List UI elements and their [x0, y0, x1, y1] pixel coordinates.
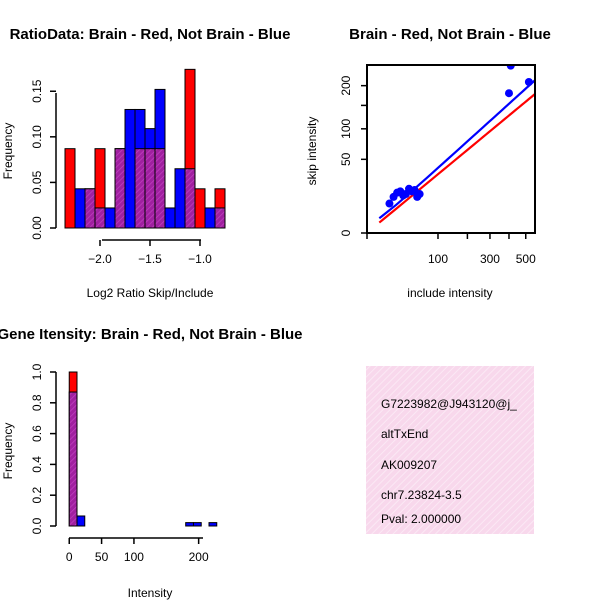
event-type-text: altTxEnd — [381, 427, 428, 441]
intensity-x-tick-label: 100 — [124, 550, 144, 564]
ratio-not-brain-bar — [204, 207, 216, 229]
scatter-x-tick-label: 300 — [480, 252, 500, 266]
gene-intensity-ylabel: Frequency — [1, 423, 15, 480]
brain-fit-line — [378, 93, 535, 224]
ratio-histogram-panel: RatioData: Brain - Red, Not Brain - Blue… — [1, 26, 290, 300]
scatter-xlabel: include intensity — [407, 286, 492, 300]
gene-intensity-title: Gene Itensity: Brain - Red, Not Brain - … — [0, 326, 303, 343]
ratio-not-brain-bar — [174, 168, 186, 229]
ratio-not-brain-bar — [124, 108, 136, 229]
ratio-overlap-bar — [184, 168, 196, 229]
intensity-not-brain-bar — [208, 522, 218, 527]
intensity-scatter-panel: Brain - Red, Not Brain - Blue 100 300 500 0… — [305, 26, 551, 300]
ratio-histogram-title: RatioData: Brain - Red, Not Brain - Blue — [10, 26, 291, 43]
not-brain-point — [506, 65, 515, 70]
gene-intensity-histogram-panel: Gene Itensity: Brain - Red, Not Brain - … — [0, 326, 303, 600]
ratio-x-tick-label: −1.5 — [138, 252, 162, 266]
intensity-x-tick-label: 200 — [189, 550, 209, 564]
intensity-y-tick-label: 0.4 — [30, 456, 44, 473]
ratio-y-tick-label: 0.00 — [30, 216, 44, 240]
event-id-text: G7223982@J943120@j_ — [381, 397, 517, 411]
scatter-y-tick-label: 0 — [339, 229, 353, 236]
scatter-y-tick-label: 200 — [339, 75, 353, 95]
ratio-overlap-bar — [84, 188, 96, 229]
ratio-histogram-ylabel: Frequency — [1, 123, 15, 180]
location-text: chr7.23824-3.5 — [381, 488, 462, 502]
not-brain-point — [504, 89, 513, 98]
intensity-y-tick-label: 1.0 — [30, 363, 44, 380]
intensity-not-brain-bar — [185, 522, 194, 527]
scatter-x-tick-label: 100 — [428, 252, 448, 266]
ratio-x-tick-label: −1.0 — [188, 252, 212, 266]
info-box-background — [366, 366, 534, 534]
ratio-overlap-bar — [94, 207, 106, 229]
ratio-not-brain-bar — [104, 207, 116, 229]
ratio-y-tick-label: 0.05 — [30, 170, 44, 194]
intensity-y-tick-label: 0.2 — [30, 487, 44, 504]
event-info-panel: G7223982@J943120@j_ altTxEnd AK009207 ch… — [366, 366, 534, 534]
scatter-ylabel: skip intensity — [305, 117, 319, 186]
ratio-not-brain-bar — [164, 207, 176, 229]
ratio-histogram-xlabel: Log2 Ratio Skip/Include — [87, 286, 214, 300]
intensity-y-tick-label: 0.0 — [30, 517, 44, 534]
intensity-y-tick-label: 0.6 — [30, 425, 44, 442]
pval-text: Pval: 2.000000 — [381, 512, 461, 526]
not-brain-fit-line — [378, 79, 535, 220]
ratio-y-tick-label: 0.15 — [30, 79, 44, 103]
accession-text: AK009207 — [381, 458, 437, 472]
intensity-x-tick-label: 0 — [66, 550, 73, 564]
intensity-y-tick-label: 0.8 — [30, 394, 44, 411]
not-brain-point — [385, 199, 394, 208]
ratio-x-tick-label: −2.0 — [88, 252, 112, 266]
ratio-brain-bar — [194, 188, 206, 229]
gene-intensity-xlabel: Intensity — [128, 586, 173, 600]
ratio-overlap-bar — [134, 148, 146, 229]
ratio-brain-bar — [64, 148, 76, 229]
scatter-y-tick-label: 50 — [339, 152, 353, 166]
ratio-not-brain-bar — [74, 188, 86, 229]
ratio-overlap-bar — [144, 148, 156, 229]
not-brain-point — [524, 78, 533, 87]
ratio-overlap-bar — [114, 148, 126, 229]
ratio-y-tick-label: 0.10 — [30, 125, 44, 149]
intensity-not-brain-bar — [192, 522, 202, 527]
ratio-overlap-bar — [214, 207, 226, 229]
scatter-title: Brain - Red, Not Brain - Blue — [349, 26, 551, 43]
scatter-x-tick-label: 500 — [516, 252, 536, 266]
intensity-x-tick-label: 50 — [95, 550, 109, 564]
scatter-y-tick-label: 100 — [339, 118, 353, 138]
not-brain-point — [415, 190, 424, 199]
ratio-overlap-bar — [154, 148, 166, 229]
scatter-plot-frame — [366, 64, 536, 234]
intensity-overlap-bar — [68, 391, 78, 527]
intensity-not-brain-bar — [76, 515, 86, 527]
